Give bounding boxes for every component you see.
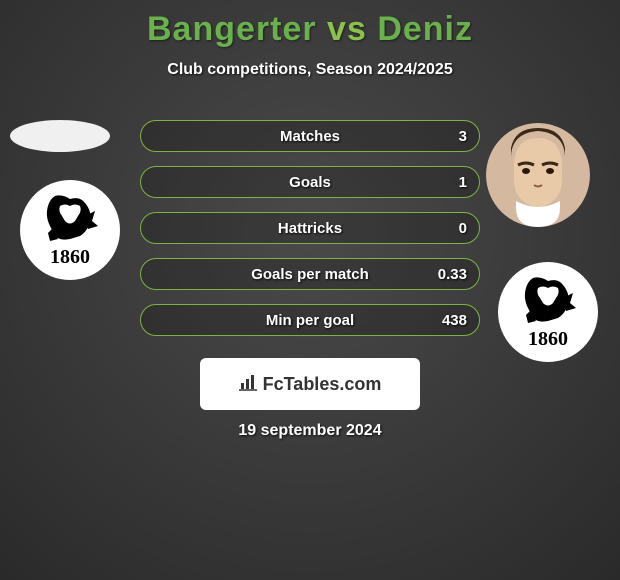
stat-value: 1 [459, 174, 467, 191]
player-face-icon [486, 123, 590, 227]
stat-row-goals: Goals 1 [140, 166, 480, 198]
player2-avatar [486, 123, 590, 227]
stat-label: Hattricks [278, 220, 342, 237]
stat-label: Matches [280, 128, 340, 145]
lion-crest-icon [40, 191, 100, 246]
vs-separator: vs [327, 10, 367, 48]
player1-name: Bangerter [147, 10, 317, 48]
stats-list: Matches 3 Goals 1 Hattricks 0 Goals per … [140, 120, 480, 350]
brand-box: FcTables.com [200, 358, 420, 410]
club-badge-left: 1860 [20, 180, 120, 280]
stat-row-min-per-goal: Min per goal 438 [140, 304, 480, 336]
chart-icon [239, 373, 259, 396]
stat-label: Goals per match [251, 266, 369, 283]
brand-text: FcTables.com [239, 373, 382, 396]
stat-label: Goals [289, 174, 331, 191]
player1-avatar [10, 120, 110, 152]
stat-value: 0 [459, 220, 467, 237]
stat-row-matches: Matches 3 [140, 120, 480, 152]
comparison-title: Bangerter vs Deniz [0, 0, 620, 49]
stat-value: 438 [442, 312, 467, 329]
lion-crest-icon [518, 273, 578, 328]
stat-value: 3 [459, 128, 467, 145]
club-badge-right: 1860 [498, 262, 598, 362]
stat-row-hattricks: Hattricks 0 [140, 212, 480, 244]
badge-year-right: 1860 [528, 328, 568, 351]
stat-value: 0.33 [438, 266, 467, 283]
badge-year-left: 1860 [50, 246, 90, 269]
subtitle: Club competitions, Season 2024/2025 [0, 61, 620, 79]
brand-label: FcTables.com [263, 374, 382, 395]
date-label: 19 september 2024 [0, 422, 620, 440]
player2-name: Deniz [377, 10, 473, 48]
stat-label: Min per goal [266, 312, 354, 329]
stat-row-goals-per-match: Goals per match 0.33 [140, 258, 480, 290]
